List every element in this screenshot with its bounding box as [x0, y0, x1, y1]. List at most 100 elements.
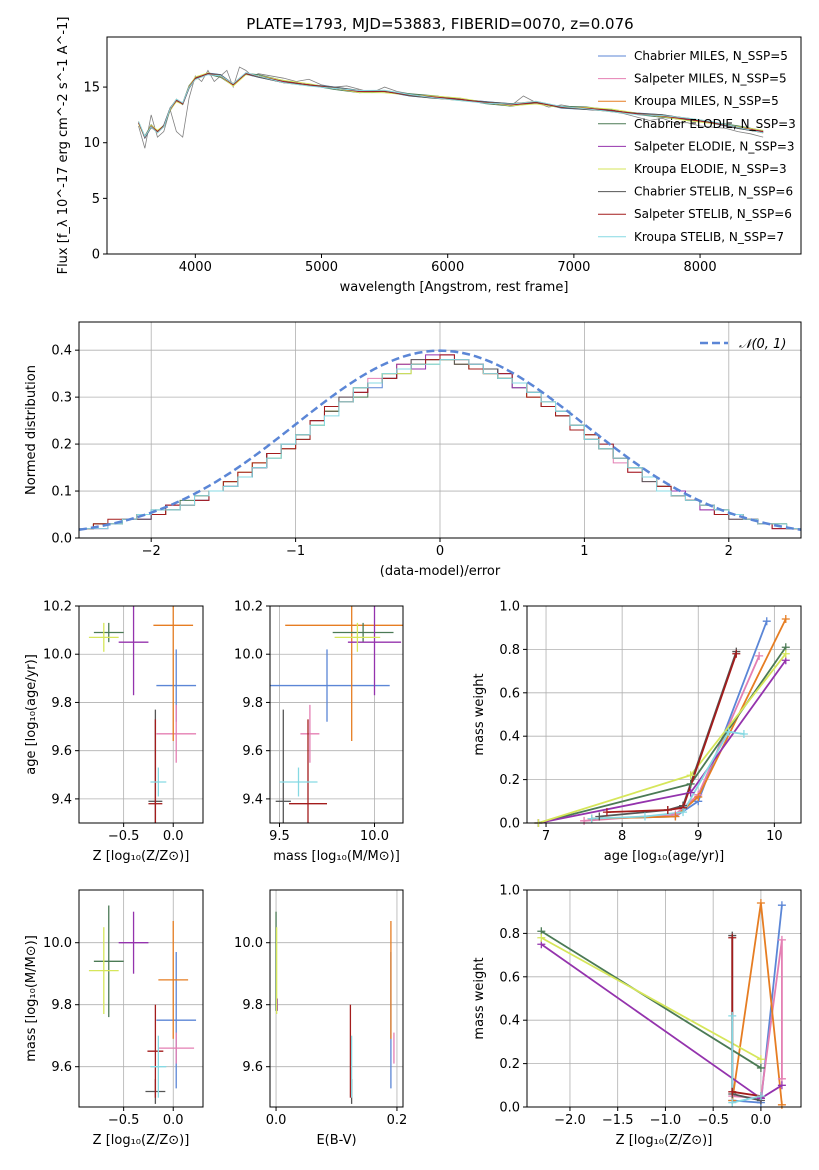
x-tick-label: 8 [618, 829, 626, 844]
plus-marker [777, 935, 786, 944]
y-tick-label: 9.6 [242, 744, 263, 759]
panel-age_vs_mass: 9.5 10.0 9.4 9.6 9.8 10.0 10.2 mass [log₁₀(M/M⊙… [234, 600, 404, 864]
plus-marker [739, 730, 748, 739]
gaussian-curve [79, 349, 801, 532]
weight-line [538, 659, 787, 823]
axes-frame [526, 605, 802, 824]
plus-marker [781, 615, 790, 624]
axes-frame [526, 889, 802, 1108]
plus-marker [587, 814, 596, 823]
y-tick-label: 15 [83, 81, 100, 96]
y-tick-label: 9.8 [242, 696, 263, 711]
plus-marker [756, 1055, 765, 1064]
y-tick-label: 9.8 [242, 998, 263, 1013]
x-tick-label: 6000 [431, 260, 464, 275]
legend-label: Kroupa MILES, N_SSP=5 [634, 94, 779, 108]
x-tick-label: 1 [580, 544, 588, 559]
plus-marker [537, 933, 546, 942]
plus-marker [728, 1098, 737, 1107]
weight-line [591, 620, 768, 820]
panel-mass_vs_EBV: 0.0 0.2 9.6 9.8 10.0 E(B-V) [234, 889, 407, 1148]
x-tick-label: 0.0 [751, 1113, 772, 1128]
y-tick-label: 9.6 [51, 744, 72, 759]
y-tick-label: 0.0 [499, 817, 520, 832]
x-tick-label: 10.0 [360, 829, 389, 844]
panel-mass_vs_Z: −0.5 0.0 9.6 9.8 10.0 Z [log₁₀(Z/Z⊙)] mass [lo… [24, 889, 204, 1148]
histogram-step [79, 359, 801, 530]
y-tick-label: 10 [83, 136, 100, 151]
weight-line [540, 936, 762, 1061]
weight-line [540, 930, 762, 1069]
panel-spectrum: Chabrier MILES, N_SSP=5 Salpeter MILES, N… [56, 17, 802, 295]
y-tick-label: 0.4 [499, 1014, 520, 1029]
plot-area [88, 905, 197, 1104]
y-tick-label: 9.8 [51, 696, 72, 711]
y-tick-label: 0.4 [51, 344, 72, 359]
axes-frame [78, 889, 204, 1108]
axes-frame [106, 36, 802, 255]
x-tick-label: 0.0 [266, 1113, 287, 1128]
figure-title: PLATE=1793, MJD=53883, FIBERID=0070, z=0… [246, 15, 633, 33]
y-tick-label: 9.4 [242, 792, 263, 807]
panel-weight_vs_Z: −2.0 −1.5 −1.0 −0.5 0.0 0.0 0.2 0.4 0.6 0.8 1.0 Z [… [472, 884, 802, 1148]
y-tick-label: 0.2 [499, 773, 520, 788]
plus-marker [756, 899, 765, 908]
y-tick-label: 0.8 [499, 927, 520, 942]
plus-marker [728, 1087, 737, 1096]
x-tick-label: 0.0 [163, 1113, 184, 1128]
legend-label: Salpeter MILES, N_SSP=5 [634, 72, 787, 86]
weight-line [591, 730, 745, 820]
x-axis-label: Z [log₁₀(Z/Z⊙)] [616, 1133, 713, 1148]
x-axis-label: Z [log₁₀(Z/Z⊙)] [93, 1133, 190, 1148]
x-tick-label: 9.5 [269, 829, 290, 844]
plus-marker [663, 805, 672, 814]
y-axis-label: Flux [f_λ 10^-17 erg cm^-2 s^-1 A^-1] [56, 17, 71, 275]
plus-marker [728, 1011, 737, 1020]
chart-layer: Chabrier MILES, N_SSP=5 Salpeter MILES, N… [24, 17, 802, 1148]
axes-frame [269, 605, 404, 824]
legend-label: Salpeter STELIB, N_SSP=6 [634, 207, 792, 221]
weight-line [732, 939, 783, 1100]
plus-marker [732, 649, 741, 658]
y-tick-label: 9.8 [51, 998, 72, 1013]
plus-marker [640, 812, 649, 821]
plus-marker [781, 649, 790, 658]
y-tick-label: 0 [92, 248, 100, 263]
x-tick-label: −0.5 [697, 1113, 729, 1128]
x-tick-label: 7000 [557, 260, 590, 275]
panel-age_vs_Z: −0.5 0.0 9.4 9.6 9.8 10.0 10.2 Z [log₁₀(Z/Z⊙)] a… [24, 600, 204, 864]
plus-marker [679, 808, 688, 817]
plot-area [79, 349, 801, 532]
weight-line [540, 943, 783, 1100]
weight-line [538, 646, 787, 823]
plus-marker [756, 1063, 765, 1072]
legend-label: Salpeter ELODIE, N_SSP=3 [634, 139, 795, 153]
plus-marker [686, 788, 695, 797]
legend-label: Chabrier STELIB, N_SSP=6 [634, 185, 793, 199]
y-tick-label: 9.6 [51, 1060, 72, 1075]
plus-marker [777, 1081, 786, 1090]
axes-frame [78, 605, 204, 824]
x-tick-label: 9 [694, 829, 702, 844]
y-tick-label: 0.8 [499, 643, 520, 658]
axes-frame [269, 889, 404, 1108]
y-tick-label: 0.2 [51, 438, 72, 453]
plus-marker [755, 651, 764, 660]
legend-label: 𝒩(0, 1) [739, 337, 786, 352]
y-tick-label: 10.0 [43, 648, 72, 663]
y-tick-label: 5 [92, 192, 100, 207]
y-tick-label: 10.2 [234, 600, 263, 615]
y-tick-label: 1.0 [499, 884, 520, 899]
y-axis-label: mass [log₁₀(M/M⊙)] [24, 935, 39, 1062]
y-axis-label: Normed distribution [24, 365, 39, 495]
y-tick-label: 1.0 [499, 600, 520, 615]
x-tick-label: 4000 [179, 260, 212, 275]
x-tick-label: 0 [436, 544, 444, 559]
x-axis-label: E(B-V) [316, 1133, 356, 1148]
y-tick-label: 10.0 [234, 936, 263, 951]
x-axis-label: (data-model)/error [380, 564, 501, 579]
y-tick-label: 0.4 [499, 730, 520, 745]
plus-marker [777, 901, 786, 910]
series-data-flux [138, 66, 764, 149]
